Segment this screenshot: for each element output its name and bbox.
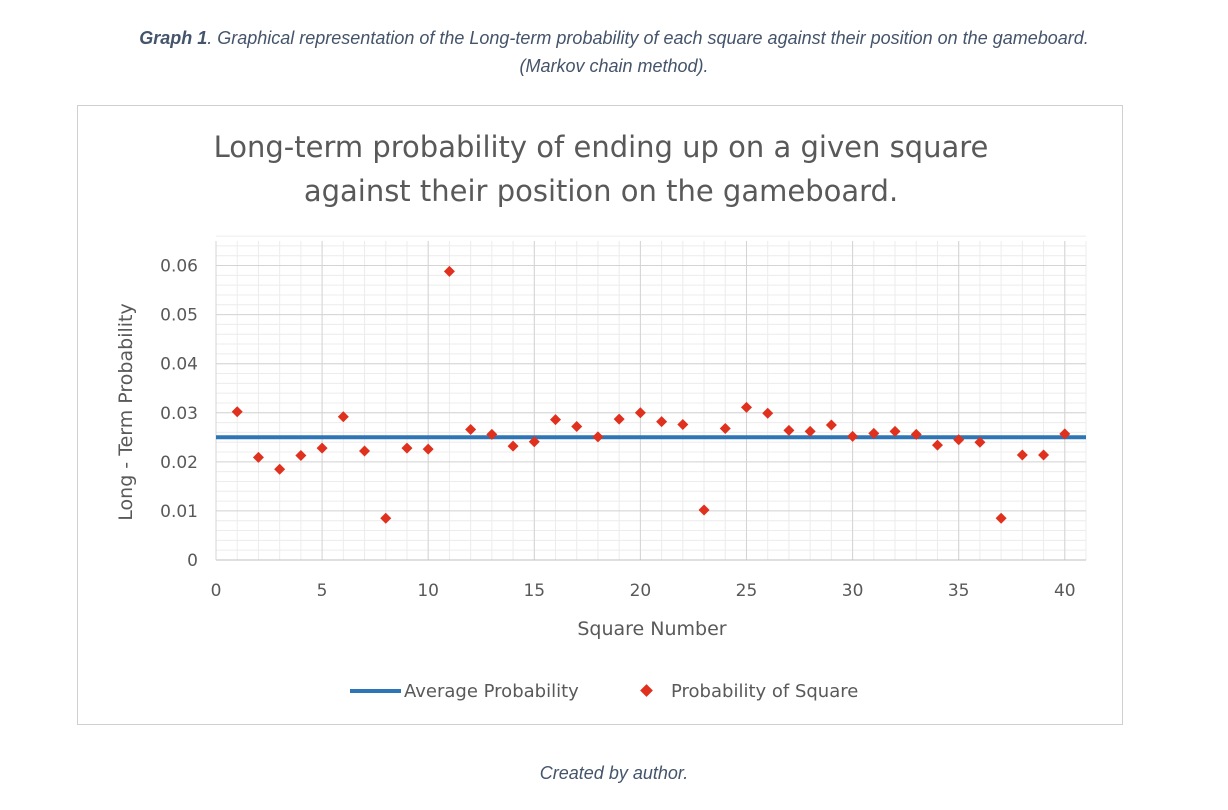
caption-line-2: (Markov chain method). bbox=[519, 56, 709, 76]
data-point-square-24 bbox=[719, 422, 731, 434]
x-tick-label: 10 bbox=[417, 581, 439, 601]
footer-credit: Created by author. bbox=[539, 763, 689, 783]
data-point-square-36 bbox=[974, 436, 986, 448]
x-tick-label: 30 bbox=[842, 581, 864, 601]
data-point-square-34 bbox=[931, 439, 943, 451]
data-point-square-26 bbox=[762, 407, 774, 419]
legend: Average Probability Probability of Squar… bbox=[350, 681, 858, 702]
x-tick-label: 5 bbox=[317, 581, 328, 601]
data-point-square-28 bbox=[804, 425, 816, 437]
data-point-square-27 bbox=[783, 424, 795, 436]
minor-gridlines bbox=[215, 235, 1087, 561]
scatter-chart: Long-term probability of ending up on a … bbox=[115, 130, 1087, 702]
chart-title-line-1: Long-term probability of ending up on a … bbox=[214, 130, 989, 164]
data-point-square-13 bbox=[486, 428, 498, 440]
data-point-square-22 bbox=[677, 419, 689, 431]
data-point-square-11 bbox=[443, 265, 455, 277]
data-point-square-18 bbox=[592, 431, 604, 443]
data-point-square-1 bbox=[231, 406, 243, 418]
data-point-square-29 bbox=[825, 419, 837, 431]
data-point-square-2 bbox=[252, 451, 264, 463]
x-tick-label: 15 bbox=[523, 581, 545, 601]
axes bbox=[215, 241, 1086, 561]
data-point-square-33 bbox=[910, 428, 922, 440]
data-point-square-23 bbox=[698, 504, 710, 516]
data-point-square-35 bbox=[953, 434, 965, 446]
y-tick-label: 0.01 bbox=[160, 502, 198, 522]
data-point-square-37 bbox=[995, 512, 1007, 524]
data-point-square-4 bbox=[295, 449, 307, 461]
data-point-square-12 bbox=[465, 423, 477, 435]
y-tick-label: 0.05 bbox=[160, 306, 198, 326]
x-tick-label: 20 bbox=[630, 581, 652, 601]
x-tick-labels: 0 5 10 15 20 25 30 35 40 bbox=[211, 581, 1076, 601]
y-tick-label: 0 bbox=[187, 551, 198, 571]
chart-title-line-2: against their position on the gameboard. bbox=[304, 174, 898, 208]
legend-label-square: Probability of Square bbox=[671, 681, 858, 702]
data-point-square-32 bbox=[889, 425, 901, 437]
data-point-square-14 bbox=[507, 440, 519, 452]
x-tick-label: 25 bbox=[736, 581, 758, 601]
data-point-square-15 bbox=[528, 436, 540, 448]
data-point-square-6 bbox=[337, 411, 349, 423]
data-point-square-39 bbox=[1038, 449, 1050, 461]
data-point-square-31 bbox=[868, 427, 880, 439]
x-axis-title: Square Number bbox=[577, 618, 726, 640]
data-point-square-40 bbox=[1059, 428, 1071, 440]
data-point-square-21 bbox=[656, 416, 668, 428]
legend-label-average: Average Probability bbox=[404, 681, 579, 702]
data-point-square-3 bbox=[274, 463, 286, 475]
y-axis-title: Long - Term Probability bbox=[115, 303, 137, 520]
caption-line-1: Graph 1. Graphical representation of the… bbox=[0, 24, 1228, 52]
y-tick-label: 0.06 bbox=[160, 257, 198, 277]
data-point-square-8 bbox=[380, 512, 392, 524]
y-tick-label: 0.02 bbox=[160, 453, 198, 473]
caption-text: . Graphical representation of the Long-t… bbox=[207, 28, 1089, 48]
y-tick-labels: 0 0.01 0.02 0.03 0.04 0.05 0.06 bbox=[160, 257, 198, 571]
data-point-square-9 bbox=[401, 442, 413, 454]
chart-frame: Long-term probability of ending up on a … bbox=[77, 105, 1123, 725]
data-point-square-30 bbox=[847, 430, 859, 442]
y-tick-label: 0.04 bbox=[160, 355, 198, 375]
data-point-square-7 bbox=[359, 445, 371, 457]
legend-diamond-swatch bbox=[640, 684, 653, 697]
data-point-square-25 bbox=[740, 401, 752, 413]
y-tick-label: 0.03 bbox=[160, 404, 198, 424]
data-point-square-20 bbox=[634, 407, 646, 419]
x-tick-label: 40 bbox=[1054, 581, 1076, 601]
figure-caption: Graph 1. Graphical representation of the… bbox=[0, 24, 1228, 80]
major-gridlines bbox=[215, 241, 1086, 561]
data-point-square-38 bbox=[1016, 449, 1028, 461]
data-point-square-17 bbox=[571, 421, 583, 433]
x-tick-label: 35 bbox=[948, 581, 970, 601]
x-tick-label: 0 bbox=[211, 581, 222, 601]
data-point-square-10 bbox=[422, 443, 434, 455]
data-point-square-16 bbox=[550, 414, 562, 426]
data-point-square-19 bbox=[613, 413, 625, 425]
data-point-square-5 bbox=[316, 442, 328, 454]
caption-label: Graph 1 bbox=[139, 28, 208, 48]
series-layer bbox=[216, 265, 1086, 524]
